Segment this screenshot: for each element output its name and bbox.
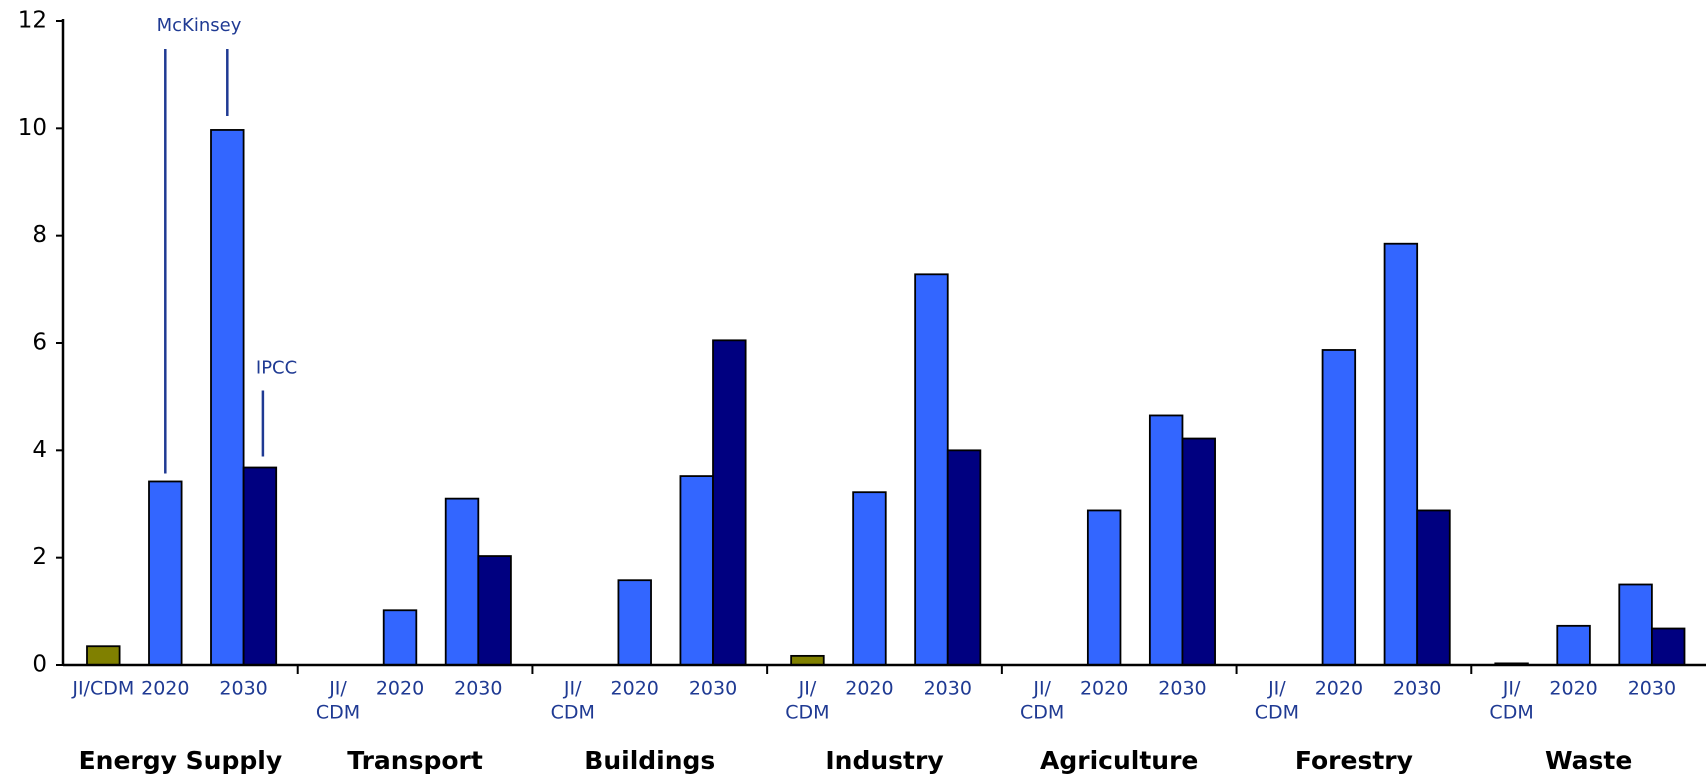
bar xyxy=(617,579,652,666)
bar xyxy=(1416,509,1451,666)
bar xyxy=(210,129,245,666)
sub-label: JI/ xyxy=(1032,678,1051,700)
sub-label: JI/ xyxy=(798,678,817,700)
bar xyxy=(1650,627,1686,666)
group-label: Agriculture xyxy=(1040,746,1198,775)
sub-label: JI/ xyxy=(1502,678,1521,700)
sub-label: CDM xyxy=(1489,702,1533,724)
bar xyxy=(86,645,121,666)
bar xyxy=(444,497,480,666)
annotation: McKinsey xyxy=(157,15,242,36)
sub-label: 2030 xyxy=(689,678,737,700)
y-tick-label: 2 xyxy=(32,544,47,570)
sub-label: 2020 xyxy=(1080,678,1128,700)
sub-label: CDM xyxy=(316,702,360,724)
bar xyxy=(1181,437,1216,666)
bar xyxy=(1148,414,1184,666)
bar xyxy=(1383,242,1419,666)
sub-label: 2030 xyxy=(924,678,972,700)
bar xyxy=(946,449,982,666)
bar xyxy=(148,480,183,666)
group-label: Forestry xyxy=(1295,746,1413,775)
sub-label: CDM xyxy=(1255,702,1299,724)
sub-label: JI/ xyxy=(1267,678,1286,700)
y-tick-label: 8 xyxy=(32,222,47,248)
sub-label: CDM xyxy=(551,702,595,724)
group-label: Transport xyxy=(347,746,483,775)
bar xyxy=(477,555,512,666)
sub-label: 2030 xyxy=(1158,678,1206,700)
sub-label: 2020 xyxy=(141,678,189,700)
group-label: Industry xyxy=(825,746,943,775)
bar xyxy=(1321,349,1357,666)
bar xyxy=(679,475,714,666)
sub-label: JI/ xyxy=(328,678,347,700)
bar xyxy=(852,491,887,666)
y-tick-label: 0 xyxy=(32,652,47,678)
bar xyxy=(712,339,747,666)
bar xyxy=(242,466,278,666)
sub-label: JI/CDM xyxy=(71,678,134,700)
y-tick-label: 12 xyxy=(18,8,47,34)
bar xyxy=(790,654,825,666)
group-label: Buildings xyxy=(584,746,715,775)
sub-label: 2030 xyxy=(454,678,502,700)
group-label: Energy Supply xyxy=(79,746,283,775)
sub-label: CDM xyxy=(1020,702,1064,724)
bar xyxy=(1618,583,1653,666)
sub-label: 2020 xyxy=(1549,678,1597,700)
sub-label: 2030 xyxy=(1628,678,1676,700)
annotation: IPCC xyxy=(256,358,297,379)
bar xyxy=(1556,624,1591,666)
sub-label: CDM xyxy=(785,702,829,724)
y-tick-label: 4 xyxy=(32,437,47,463)
group-label: Waste xyxy=(1545,746,1632,775)
sub-label: 2020 xyxy=(845,678,893,700)
sub-label: 2030 xyxy=(1393,678,1441,700)
y-tick-label: 10 xyxy=(18,115,47,141)
bar xyxy=(914,273,949,666)
sub-label: JI/ xyxy=(563,678,582,700)
sub-label: 2020 xyxy=(1315,678,1363,700)
bar xyxy=(1086,509,1122,666)
y-tick-label: 6 xyxy=(32,330,47,356)
sub-label: 2020 xyxy=(376,678,424,700)
sub-label: 2020 xyxy=(611,678,659,700)
sub-label: 2030 xyxy=(219,678,267,700)
bar xyxy=(382,609,418,666)
